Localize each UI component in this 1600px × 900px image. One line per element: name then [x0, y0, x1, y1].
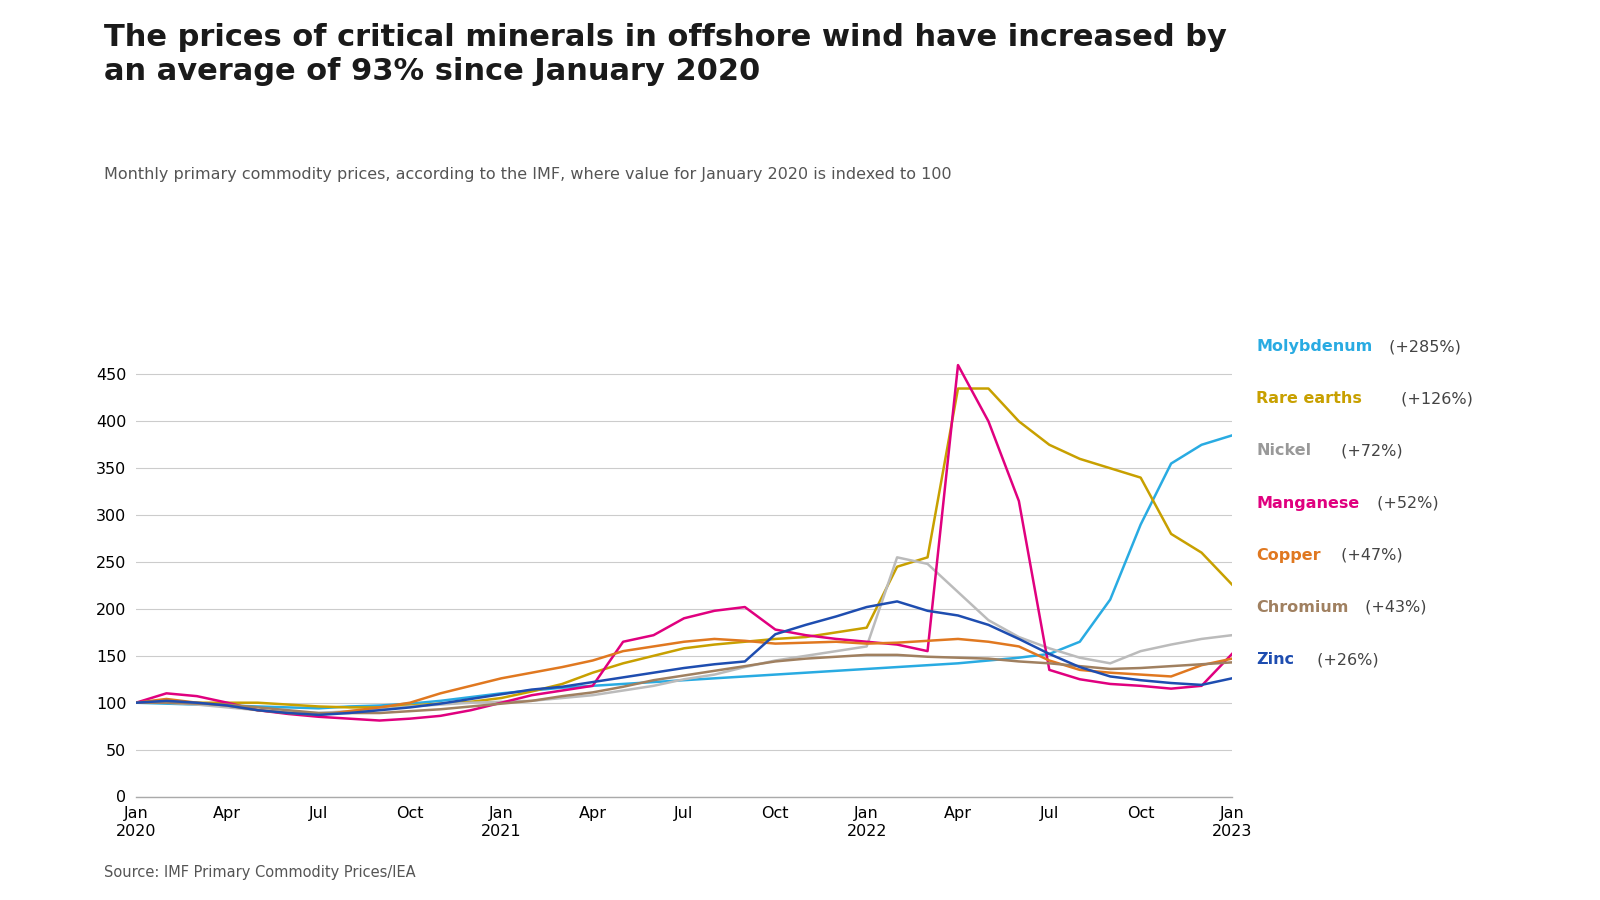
Text: Molybdenum: Molybdenum [1256, 339, 1373, 354]
Text: (+26%): (+26%) [1312, 652, 1379, 667]
Text: Zinc: Zinc [1256, 652, 1294, 667]
Text: Manganese: Manganese [1256, 496, 1360, 510]
Text: (+47%): (+47%) [1336, 548, 1403, 562]
Text: Copper: Copper [1256, 548, 1320, 562]
Text: (+126%): (+126%) [1395, 392, 1474, 406]
Text: Nickel: Nickel [1256, 444, 1310, 458]
Text: Chromium: Chromium [1256, 600, 1349, 615]
Text: Monthly primary commodity prices, according to the IMF, where value for January : Monthly primary commodity prices, accord… [104, 166, 952, 182]
Text: Source: IMF Primary Commodity Prices/IEA: Source: IMF Primary Commodity Prices/IEA [104, 865, 416, 880]
Text: The prices of critical minerals in offshore wind have increased by
an average of: The prices of critical minerals in offsh… [104, 22, 1227, 86]
Text: (+43%): (+43%) [1360, 600, 1427, 615]
Text: (+72%): (+72%) [1336, 444, 1403, 458]
Text: (+52%): (+52%) [1373, 496, 1438, 510]
Text: Rare earths: Rare earths [1256, 392, 1362, 406]
Text: (+285%): (+285%) [1384, 339, 1461, 354]
